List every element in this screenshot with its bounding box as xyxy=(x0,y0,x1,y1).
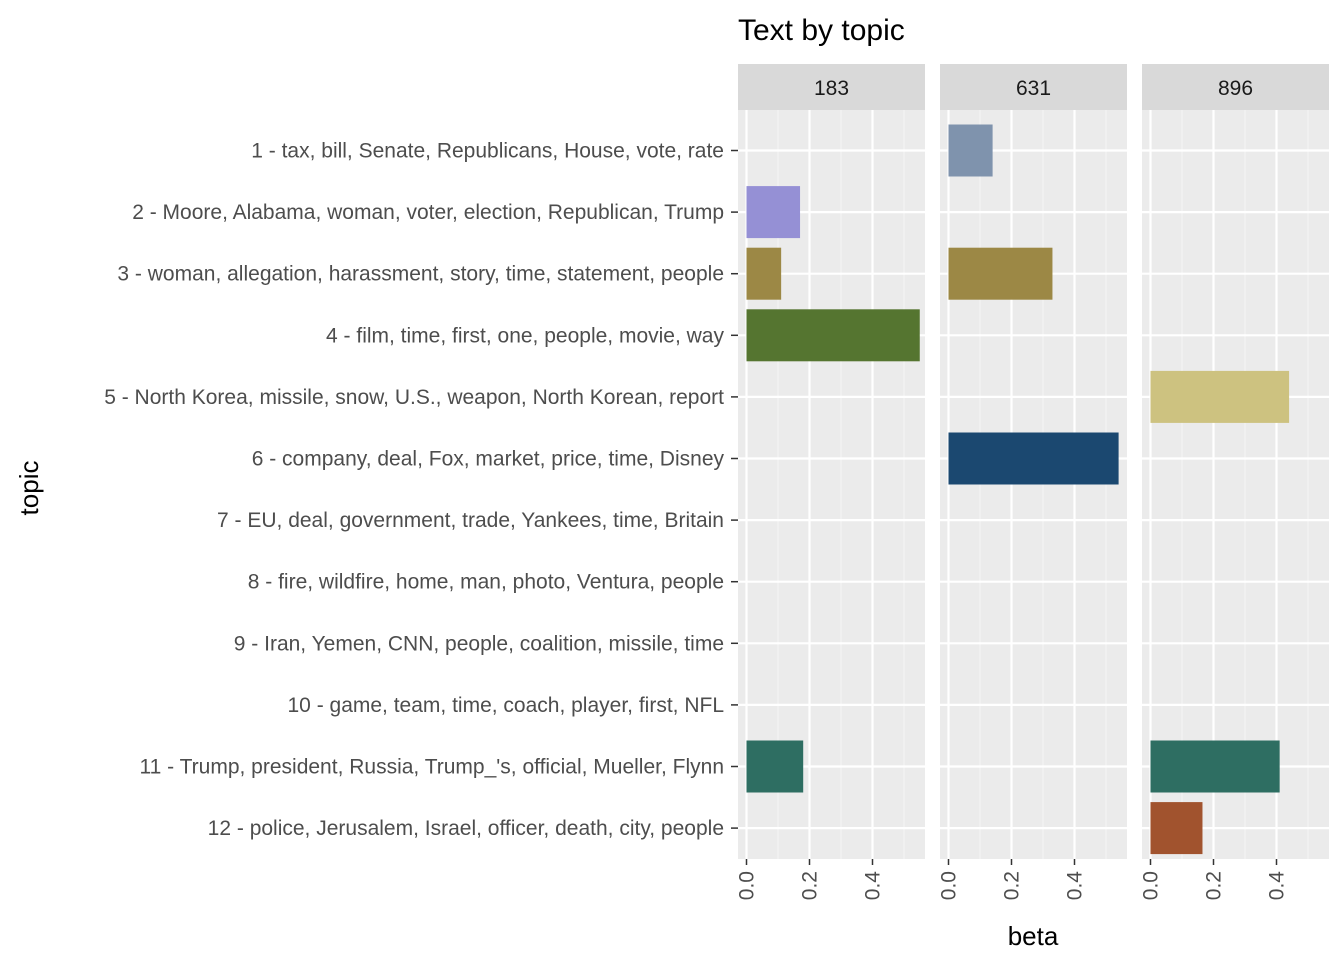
y-tick-label: 6 - company, deal, Fox, market, price, t… xyxy=(252,448,725,471)
bar xyxy=(1150,370,1290,423)
x-tick-label: 0.0 xyxy=(736,871,759,900)
bar xyxy=(1150,802,1203,855)
bar xyxy=(746,247,782,300)
y-tick-label: 1 - tax, bill, Senate, Republicans, Hous… xyxy=(251,140,724,163)
y-tick-label: 10 - game, team, time, coach, player, fi… xyxy=(288,694,725,717)
y-tick-label: 2 - Moore, Alabama, woman, voter, electi… xyxy=(132,201,724,224)
bar xyxy=(746,740,804,793)
y-axis-title: topic xyxy=(14,461,44,516)
y-tick-label: 4 - film, time, first, one, people, movi… xyxy=(326,324,724,347)
panel-background xyxy=(1142,110,1329,859)
y-tick-label: 12 - police, Jerusalem, Israel, officer,… xyxy=(208,817,724,840)
y-tick-label: 8 - fire, wildfire, home, man, photo, Ve… xyxy=(248,571,724,594)
facet-panel-183: 183 0.0 0.2 0.4 xyxy=(736,64,925,901)
y-tick-label: 5 - North Korea, missile, snow, U.S., we… xyxy=(104,386,724,409)
bar xyxy=(1150,740,1280,793)
facet-panel-631: 631 0.0 0.2 0.4 xyxy=(938,64,1127,901)
y-axis-tick-labels: 1 - tax, bill, Senate, Republicans, Hous… xyxy=(104,140,738,840)
y-tick-label: 11 - Trump, president, Russia, Trump_'s,… xyxy=(140,756,724,779)
facet-panel-896: 896 0.0 0.2 0.4 xyxy=(1140,64,1329,901)
x-tick-label: 0.2 xyxy=(799,871,822,900)
facet-strip xyxy=(940,64,1127,110)
facet-strip-label: 183 xyxy=(814,77,849,100)
facet-strip xyxy=(1142,64,1329,110)
bar xyxy=(746,186,801,239)
chart-title: Text by topic xyxy=(738,14,905,47)
facet-panels: 183 0.0 0.2 0.4 631 0.0 0.2 0.4 896 0.0 0.2 0.4 xyxy=(736,64,1329,901)
facet-strip xyxy=(738,64,925,110)
y-tick-label: 3 - woman, allegation, harassment, story… xyxy=(117,263,724,286)
x-tick-label: 0.0 xyxy=(938,871,961,900)
x-tick-label: 0.4 xyxy=(1064,871,1087,901)
facet-strip-label: 896 xyxy=(1218,77,1253,100)
x-tick-label: 0.4 xyxy=(1266,871,1289,901)
x-tick-label: 0.2 xyxy=(1001,871,1024,900)
bar xyxy=(746,309,920,362)
facet-strip-label: 631 xyxy=(1016,77,1051,100)
y-tick-label: 7 - EU, deal, government, trade, Yankees… xyxy=(217,509,724,532)
bar xyxy=(948,247,1053,300)
bar xyxy=(948,124,993,177)
x-tick-label: 0.2 xyxy=(1203,871,1226,900)
y-tick-label: 9 - Iran, Yemen, CNN, people, coalition,… xyxy=(234,632,724,655)
x-axis-title: beta xyxy=(1008,921,1059,951)
x-tick-label: 0.0 xyxy=(1140,871,1163,900)
bar xyxy=(948,432,1119,485)
x-tick-label: 0.4 xyxy=(862,871,885,901)
